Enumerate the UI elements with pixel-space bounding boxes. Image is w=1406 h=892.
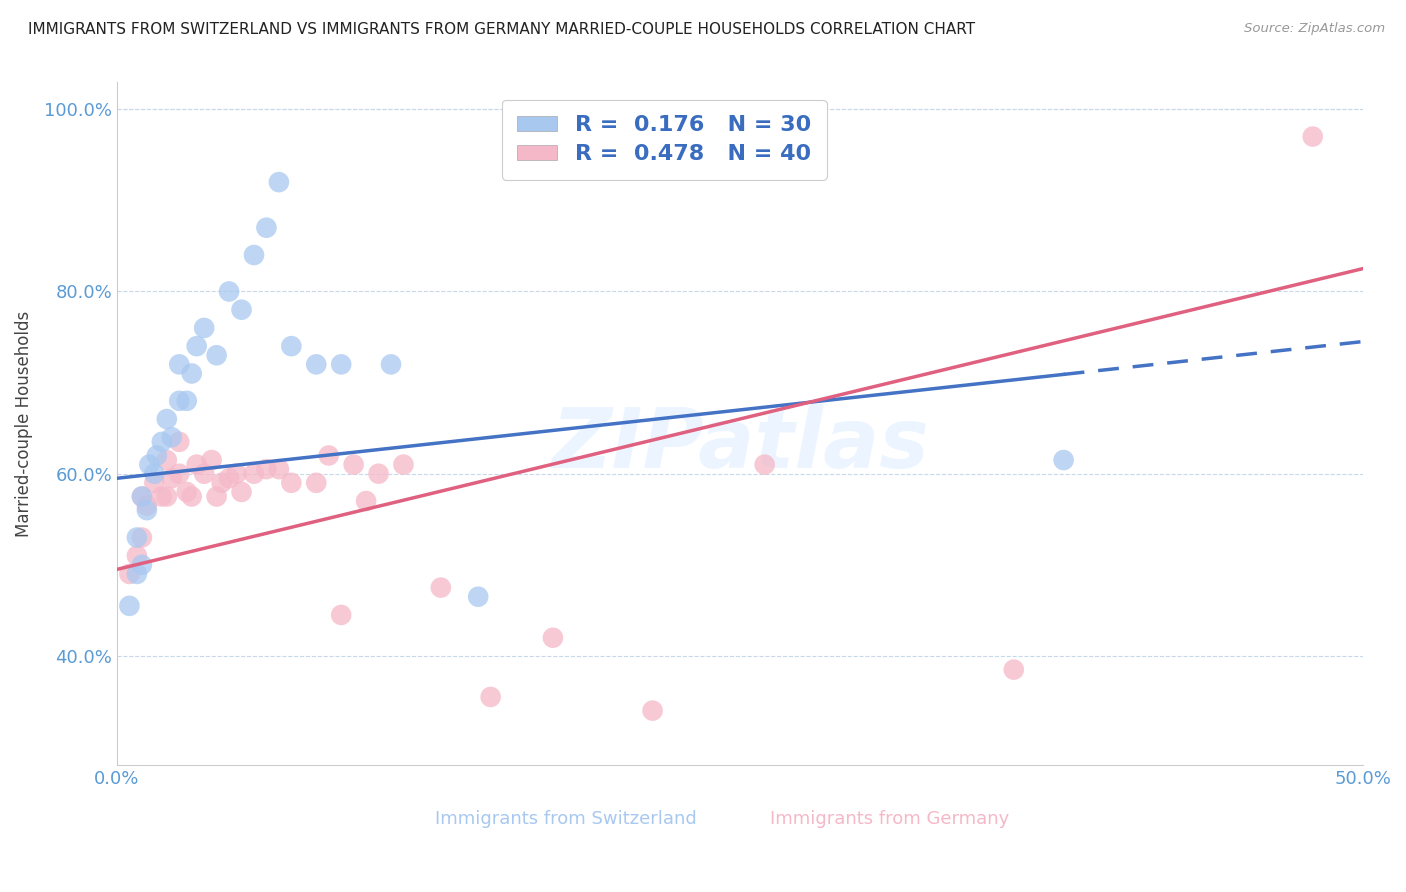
Point: [243, 467, 266, 481]
Point: [479, 690, 502, 704]
Point: [256, 462, 278, 476]
Point: [143, 475, 166, 490]
Point: [118, 599, 141, 613]
Text: ZIPatlas: ZIPatlas: [551, 403, 929, 484]
Point: [135, 499, 157, 513]
Point: [430, 581, 453, 595]
Point: [160, 471, 183, 485]
Point: [318, 449, 340, 463]
Point: [138, 458, 160, 472]
Point: [131, 558, 153, 572]
Point: [160, 430, 183, 444]
Point: [641, 704, 664, 718]
Text: Source: ZipAtlas.com: Source: ZipAtlas.com: [1244, 22, 1385, 36]
Point: [176, 393, 198, 408]
Point: [118, 566, 141, 581]
Point: [367, 467, 389, 481]
Point: [305, 475, 328, 490]
Point: [193, 321, 215, 335]
Point: [186, 339, 208, 353]
Point: [167, 393, 190, 408]
Point: [541, 631, 564, 645]
Point: [354, 494, 377, 508]
Point: [176, 484, 198, 499]
Point: [218, 285, 240, 299]
Point: [143, 467, 166, 481]
Text: Immigrants from Switzerland: Immigrants from Switzerland: [434, 810, 696, 828]
Y-axis label: Married-couple Households: Married-couple Households: [15, 310, 32, 537]
Point: [1052, 453, 1074, 467]
Point: [243, 248, 266, 262]
Point: [125, 566, 148, 581]
Point: [330, 357, 353, 371]
Point: [330, 607, 353, 622]
Point: [211, 475, 233, 490]
Point: [256, 220, 278, 235]
Point: [146, 449, 169, 463]
Point: [156, 490, 179, 504]
Point: [305, 357, 328, 371]
Text: Immigrants from Germany: Immigrants from Germany: [769, 810, 1010, 828]
Point: [156, 453, 179, 467]
Point: [150, 490, 173, 504]
Point: [467, 590, 489, 604]
Point: [193, 467, 215, 481]
Point: [343, 458, 366, 472]
Point: [1002, 663, 1025, 677]
Point: [225, 467, 247, 481]
Point: [150, 434, 173, 449]
Point: [267, 175, 290, 189]
Point: [218, 471, 240, 485]
Point: [205, 490, 228, 504]
Point: [201, 453, 224, 467]
Text: IMMIGRANTS FROM SWITZERLAND VS IMMIGRANTS FROM GERMANY MARRIED-COUPLE HOUSEHOLDS: IMMIGRANTS FROM SWITZERLAND VS IMMIGRANT…: [28, 22, 976, 37]
Point: [167, 357, 190, 371]
Point: [125, 549, 148, 563]
Point: [280, 339, 302, 353]
Point: [156, 412, 179, 426]
Point: [392, 458, 415, 472]
Point: [167, 467, 190, 481]
Point: [180, 367, 202, 381]
Point: [231, 484, 253, 499]
Point: [125, 531, 148, 545]
Point: [205, 348, 228, 362]
Point: [131, 490, 153, 504]
Point: [231, 302, 253, 317]
Legend: R =  0.176   N = 30, R =  0.478   N = 40: R = 0.176 N = 30, R = 0.478 N = 40: [502, 100, 827, 180]
Point: [186, 458, 208, 472]
Point: [180, 490, 202, 504]
Point: [131, 531, 153, 545]
Point: [754, 458, 776, 472]
Point: [1302, 129, 1324, 144]
Point: [135, 503, 157, 517]
Point: [131, 490, 153, 504]
Point: [280, 475, 302, 490]
Point: [167, 434, 190, 449]
Point: [267, 462, 290, 476]
Point: [380, 357, 402, 371]
